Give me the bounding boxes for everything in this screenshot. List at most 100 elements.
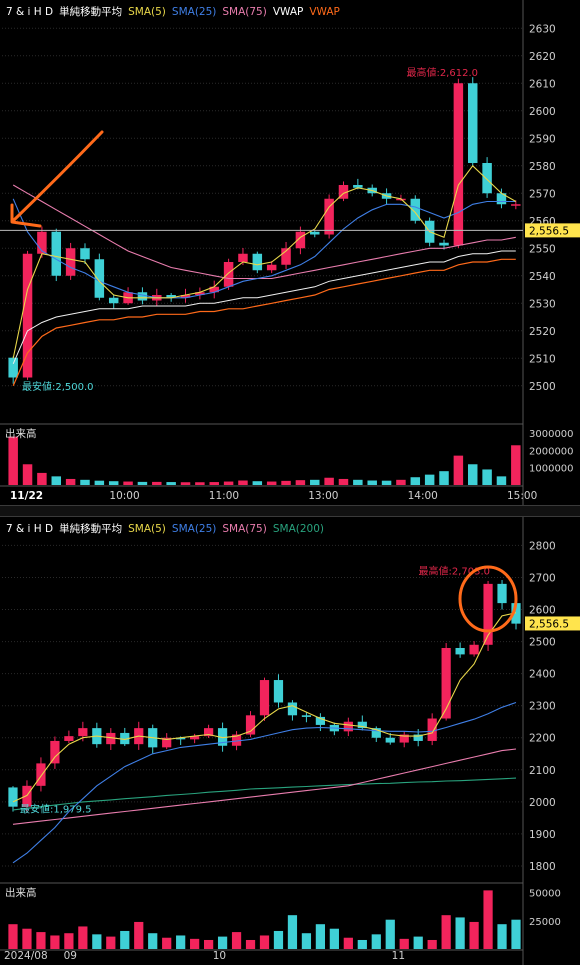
min-price-label: 最安値:2,500.0 xyxy=(22,380,94,393)
intraday-chart-svg: 2500251025202530254025502560257025802590… xyxy=(0,0,580,505)
volume-bar xyxy=(65,478,76,485)
vwap-line xyxy=(12,250,516,364)
volume-bar xyxy=(483,890,493,949)
annotation-arrow-head xyxy=(10,203,42,228)
volume-bar xyxy=(453,455,464,485)
y-tick-label: 2550 xyxy=(529,243,556,255)
volume-bar xyxy=(413,936,423,949)
volume-bar xyxy=(217,936,228,949)
legend-entry: VWAP xyxy=(273,6,304,18)
volume-bar xyxy=(371,934,381,949)
candle-body xyxy=(137,292,148,301)
candle-body xyxy=(238,253,248,262)
candle-body xyxy=(22,253,33,378)
volume-bar xyxy=(396,479,406,485)
volume-bar xyxy=(108,481,119,485)
volume-bar xyxy=(315,924,326,949)
daily-chart-svg: 1800 1900 2000 2100 2200 2300 2400 2500 2600 2700… xyxy=(0,517,580,965)
daily-chart-panel: 1800 1900 2000 2100 2200 2300 2400 2500 2600 2700… xyxy=(0,517,580,965)
volume-bar xyxy=(511,445,521,485)
candle-body xyxy=(511,603,521,624)
volume-bar xyxy=(324,477,334,485)
candle-body xyxy=(176,737,186,740)
volume-bar xyxy=(482,469,492,485)
candle-body xyxy=(385,737,395,743)
y-tick-label: 2600 xyxy=(529,605,556,617)
candle-body xyxy=(453,83,464,246)
volume-bar xyxy=(511,919,521,949)
x-tick-label: 10:00 xyxy=(109,490,139,502)
volume-bar xyxy=(8,924,18,949)
volume-tick-label: 1000000 xyxy=(529,464,574,475)
volume-bar xyxy=(231,932,242,949)
volume-bar xyxy=(50,935,60,949)
volume-label: 出来高 xyxy=(5,886,37,899)
legend-entry: SMA(25) xyxy=(172,523,216,535)
candle-body xyxy=(8,357,18,378)
x-tick-label: 11 xyxy=(392,950,405,962)
candle-body xyxy=(301,715,312,717)
volume-bar xyxy=(92,934,102,949)
y-tick-label: 2610 xyxy=(529,78,556,90)
volume-bar xyxy=(399,938,409,949)
y-tick-label: 2520 xyxy=(529,326,556,338)
candle-body xyxy=(195,292,205,295)
candle-body xyxy=(324,198,334,235)
panel-divider xyxy=(0,505,580,517)
candle-body xyxy=(266,264,277,271)
candle-body xyxy=(273,680,284,703)
x-tick-label: 09 xyxy=(64,950,77,962)
candle-body xyxy=(51,231,62,276)
candle-body xyxy=(343,721,353,732)
y-tick-label: 2100 xyxy=(529,765,556,777)
candle-body xyxy=(223,262,234,287)
volume-bar xyxy=(266,481,277,485)
x-tick-label: 11/22 xyxy=(10,490,43,502)
y-tick-label: 2400 xyxy=(529,669,556,681)
candle-body xyxy=(231,734,242,746)
volume-bar xyxy=(496,476,507,485)
candle-body xyxy=(295,231,306,249)
legend-entry: SMA(75) xyxy=(222,6,266,18)
volume-bar xyxy=(120,930,130,949)
candle-body xyxy=(310,231,320,235)
candle-body xyxy=(413,734,423,741)
candle-body xyxy=(162,737,172,748)
candle-body xyxy=(80,248,90,260)
candle-body xyxy=(245,715,256,735)
last-price-tag xyxy=(525,616,580,631)
volume-tick-label: 2000000 xyxy=(529,446,574,457)
volume-bar xyxy=(245,939,256,949)
candle-body xyxy=(482,163,492,194)
y-tick-label: 2300 xyxy=(529,701,556,713)
volume-bar xyxy=(148,933,158,949)
volume-bar xyxy=(78,926,88,949)
x-tick-label: 15:00 xyxy=(507,490,537,502)
y-tick-label: 2630 xyxy=(529,23,556,35)
x-tick-label: 2024/08 xyxy=(4,950,48,962)
y-tick-label: 2000 xyxy=(529,797,556,809)
volume-bar xyxy=(94,480,105,485)
candle-body xyxy=(64,736,74,741)
candle-body xyxy=(50,740,60,764)
candle-body xyxy=(281,248,291,265)
candle-body xyxy=(439,242,449,246)
volume-bar xyxy=(469,921,479,949)
legend-entry: 7 & i H D xyxy=(6,6,53,18)
volume-bar xyxy=(367,480,377,485)
volume-bar xyxy=(22,928,32,949)
candle-body xyxy=(427,718,437,741)
volume-tick-label: 50000 xyxy=(529,889,561,900)
volume-tick-label: 25000 xyxy=(529,917,561,928)
volume-bar xyxy=(176,935,186,949)
y-tick-label: 2530 xyxy=(529,298,556,310)
candle-body xyxy=(497,583,507,604)
volume-bar xyxy=(51,476,62,485)
sma5-line xyxy=(12,612,517,803)
candle-body xyxy=(106,732,116,745)
candle-body xyxy=(259,680,270,716)
volume-bar xyxy=(329,928,339,949)
y-tick-label: 2500 xyxy=(529,381,556,393)
sma25-line xyxy=(12,701,517,864)
volume-bar xyxy=(357,939,367,949)
